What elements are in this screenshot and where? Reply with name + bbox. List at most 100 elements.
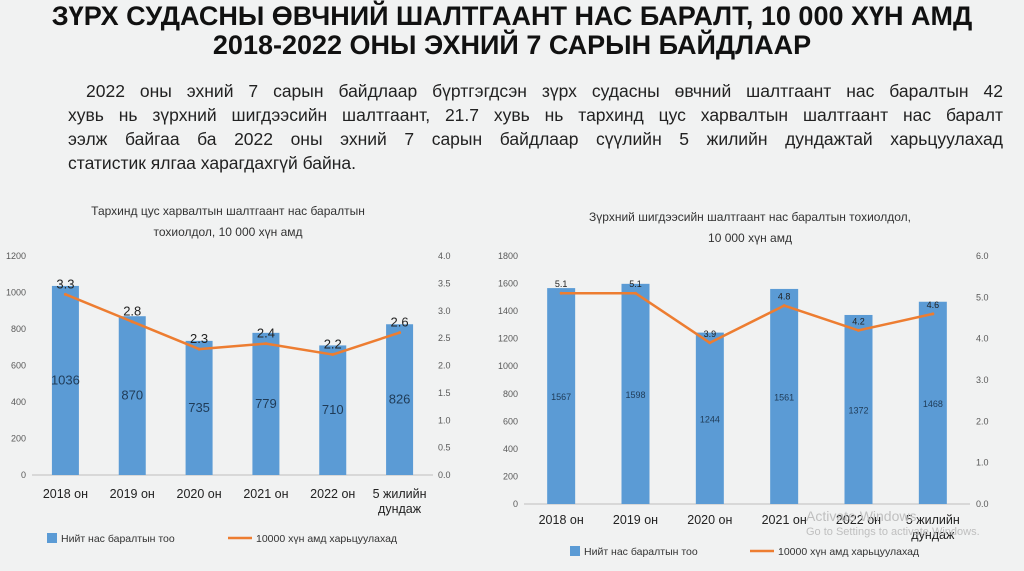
line-point [398,331,402,335]
line-point [264,342,268,346]
y2-axis-tick-label: 1.5 [438,388,451,398]
x-axis-tick-label: 2018 он [43,487,88,501]
line-value-label: 2.3 [190,331,208,346]
line-point [857,328,860,332]
bar-value-label: 1372 [848,405,868,415]
line-value-label: 3.9 [704,329,717,339]
y2-axis-tick-label: 6.0 [976,251,989,261]
line-value-label: 3.3 [56,276,74,291]
y-axis-tick-label: 1400 [498,306,518,316]
y-axis-tick-label: 200 [11,434,26,444]
line-value-label: 4.8 [778,292,791,302]
y2-axis-tick-label: 3.0 [438,306,451,316]
chart-title-line-2: 10 000 хүн амд [708,231,792,245]
bar [319,345,347,475]
bar-value-label: 1244 [700,414,720,424]
y2-axis-tick-label: 3.5 [438,278,451,288]
line-value-label: 4.2 [852,316,865,326]
page-title-line-1: ЗҮРХ СУДАСНЫ ӨВЧНИЙ ШАЛТГААНТ НАС БАРАЛТ… [51,1,973,31]
y-axis-tick-label: 400 [503,444,518,454]
line-value-label: 2.6 [391,315,409,330]
x-axis-tick-label: 2022 он [310,487,355,501]
activate-windows-watermark: Activate Windows Go to Settings to activ… [806,508,980,540]
line-value-label: 2.4 [257,326,275,341]
bar [51,285,79,475]
intro-line: ээлж байгаа ба 2022 оны эхний 7 сарын ба… [68,129,1003,149]
y-axis-tick-label: 1200 [6,251,26,261]
y2-axis-tick-label: 2.5 [438,333,451,343]
line-point [634,291,637,295]
y-axis-tick-label: 1000 [6,288,26,298]
bar [695,332,724,504]
y-axis-tick-label: 1200 [498,334,518,344]
line-value-label: 4.6 [927,300,940,310]
y2-axis-tick-label: 3.0 [976,375,989,385]
x-axis-tick-label: дундаж [911,528,955,542]
line-value-label: 2.8 [123,304,141,319]
y-axis-tick-label: 600 [11,361,26,371]
y2-axis-tick-label: 0.5 [438,443,451,453]
watermark-line-1: Activate Windows [806,508,917,524]
bar [185,340,213,475]
bar-value-label: 710 [322,402,344,417]
y2-axis-tick-label: 1.0 [438,415,451,425]
x-axis-tick-label: 2019 он [110,487,155,501]
legend-bar-swatch [47,533,57,543]
y-axis-tick-label: 600 [503,416,518,426]
chart-title-line-2: тохиолдол, 10 000 хүн амд [153,225,302,239]
bar-value-label: 1468 [923,399,943,409]
bar [386,324,414,475]
line-point [63,292,67,296]
line-value-label: 5.1 [555,279,568,289]
bar-value-label: 779 [255,396,277,411]
line-point [559,291,563,295]
line-point [331,353,335,357]
bar [918,301,947,504]
y-axis-tick-label: 400 [11,397,26,407]
intro-line: статистик ялгаа харагдахгүй байна. [68,153,356,173]
y-axis-tick-label: 1600 [498,279,518,289]
y-axis-tick-label: 800 [503,389,518,399]
bar-value-label: 1561 [774,392,794,402]
y2-axis-tick-label: 0.0 [438,470,451,480]
legend-line-label: 10000 хүн амд харьцуулахад [256,533,397,545]
bar [844,314,873,504]
line-series [64,293,400,356]
y2-axis-tick-label: 5.0 [976,292,989,302]
x-axis-tick-label: 2022 он [836,513,881,527]
legend-bar-label: Нийт нас баралтын тоо [584,546,698,558]
y-axis-tick-label: 1800 [498,251,518,261]
page-title: ЗҮРХ СУДАСНЫ ӨВЧНИЙ ШАЛТГААНТ НАС БАРАЛТ… [0,2,1024,60]
x-axis-tick-label: 2020 он [177,487,222,501]
y2-axis-tick-label: 2.0 [438,361,451,371]
y-axis-tick-label: 1000 [498,361,518,371]
legend-bar-swatch [570,546,580,556]
line-value-label: 2.2 [324,337,342,352]
line-point [130,320,134,324]
chart-title-line-1: Тархинд цус харвалтын шалтгаант нас бара… [91,204,365,218]
legend-bar-label: Нийт нас баралтын тоо [61,533,175,545]
bar [770,288,799,504]
bar-value-label: 1567 [551,392,571,402]
page-title-line-2: 2018-2022 ОНЫ ЭХНИЙ 7 САРЫН БАЙДЛААР [212,30,812,60]
y2-axis-tick-label: 4.0 [438,251,451,261]
chart-title-line-1: Зүрхний шигдээсийн шалтгаант нас баралты… [589,210,911,224]
intro-line: хувь нь зүрхний шигдээсийн шалтгаант, 21… [68,105,1003,125]
intro-paragraph: 2022 оны эхний 7 сарын байдлаар бүртгэгд… [68,79,1003,175]
bar-value-label: 1598 [625,390,645,400]
x-axis-tick-label: 2021 он [243,487,288,501]
watermark-line-2: Go to Settings to activate Windows. [806,526,980,538]
bar-value-label: 735 [188,400,210,415]
x-axis-tick-label: дундаж [378,502,422,516]
y-axis-tick-label: 0 [21,470,26,480]
line-series [561,291,934,345]
y-axis-tick-label: 800 [11,324,26,334]
y-axis-tick-label: 0 [513,499,518,509]
line-point [782,304,786,308]
line-point [708,341,712,345]
y2-axis-tick-label: 4.0 [976,334,989,344]
y2-axis-tick-label: 1.0 [976,458,989,468]
x-axis-tick-label: 2021 он [762,513,807,527]
x-axis-tick-label: 5 жилийн [373,487,427,501]
